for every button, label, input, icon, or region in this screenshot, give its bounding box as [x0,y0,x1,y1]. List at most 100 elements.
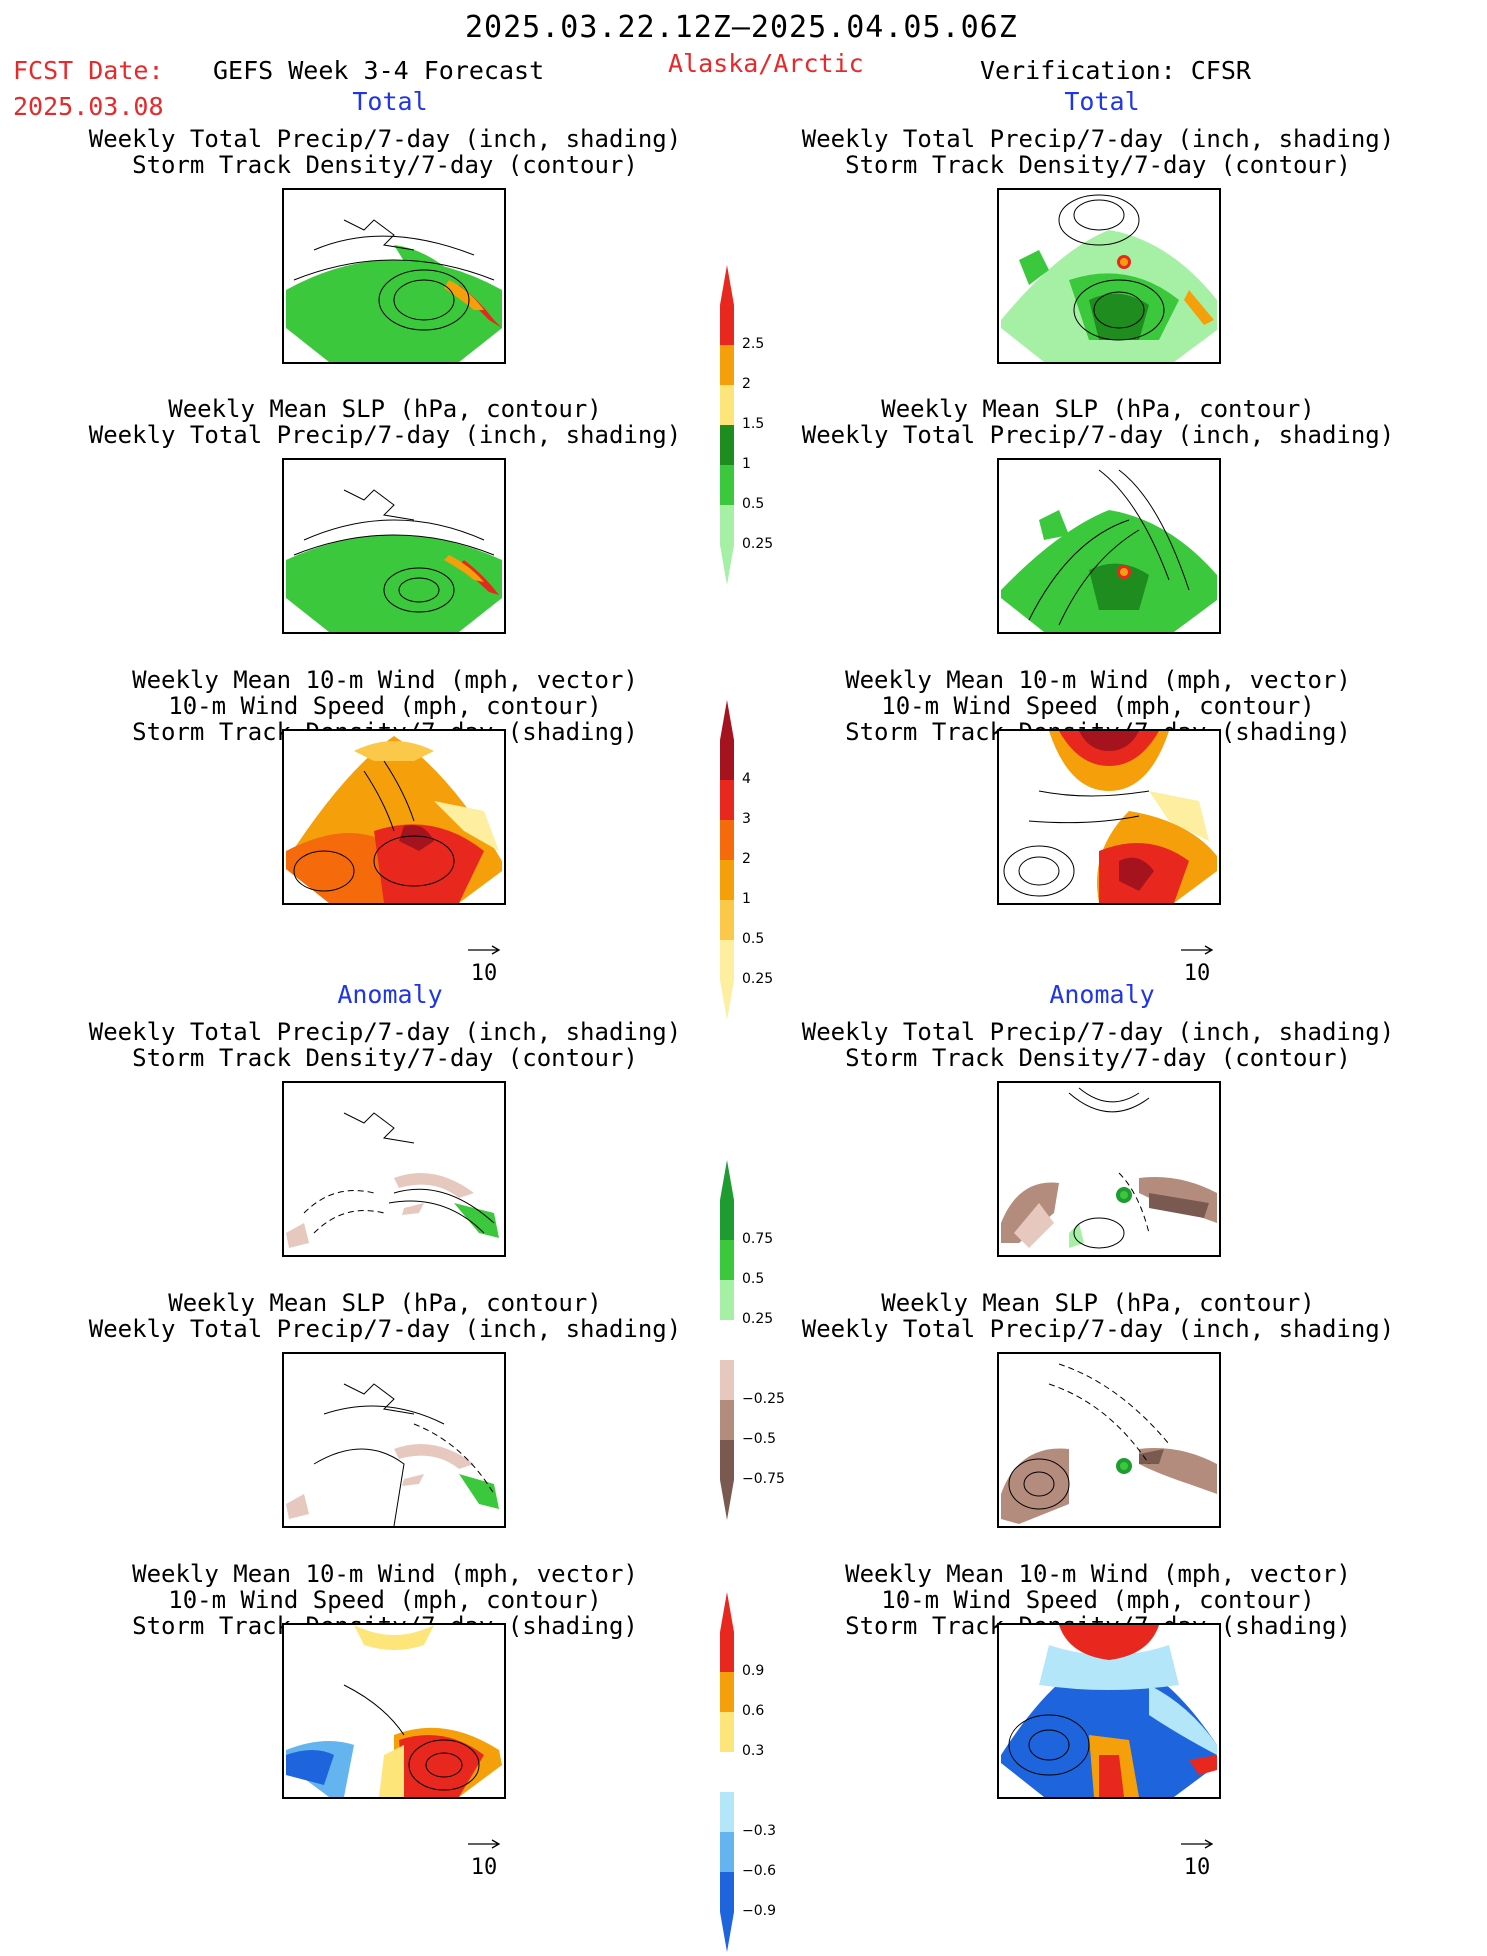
colorbar-label: 1 [742,891,751,907]
colorbar-precip-anom: 0.75 0.5 0.25 −0.25 −0.5 −0.75 [718,1160,785,1524]
vector-ref-label: 10 [1183,1855,1211,1880]
colorbar-label: 1 [742,456,751,472]
colorbar-label: 0.75 [742,1231,774,1247]
vector-ref-anom-left: 10 [459,1830,509,1880]
verification-label: Verification: CFSR [980,56,1251,85]
colorbar-label: 0.25 [742,536,774,552]
section-total-right: Total [1064,87,1140,116]
colorbar-swatch [720,1320,734,1360]
title-line: Storm Track Density/7-day (contour) [132,1044,638,1072]
map-total-precip-storm-left [282,188,506,364]
title-total-precip-storm-right: Weekly Total Precip/7-day (inch, shading… [773,126,1423,178]
colorbar-label: −0.75 [742,1471,785,1487]
colorbar-swatch [720,1400,734,1440]
title-line: Weekly Total Precip/7-day (inch, shading… [88,421,682,449]
colorbar-label: 2 [742,376,751,392]
title-line: Weekly Mean 10-m Wind (mph, vector) [845,666,1351,694]
colorbar-swatch [720,860,734,900]
colorbar-cap-top [720,700,734,740]
colorbar-label: 3 [742,811,751,827]
vector-ref-label: 10 [470,1855,498,1880]
map-total-wind-storm-left [282,729,506,905]
map-anom-precip-storm-left [282,1081,506,1257]
colorbar-label: −0.25 [742,1391,785,1407]
colorbar-swatch [720,1440,734,1480]
colorbar-label: 4 [742,771,751,787]
map-total-slp-precip-right [997,458,1221,634]
title-line: Weekly Mean 10-m Wind (mph, vector) [132,1560,638,1588]
arrow-right-icon [1181,1839,1214,1849]
colorbar-swatch [720,1672,734,1712]
section-anomaly-right: Anomaly [1049,980,1155,1009]
colorbar-swatch [720,305,734,345]
colorbar-swatch [720,1832,734,1872]
map-total-slp-precip-left [282,458,506,634]
colorbar-label: 0.25 [742,971,774,987]
title-line: Storm Track Density/7-day (contour) [845,1044,1351,1072]
date-range: 2025.03.22.12Z–2025.04.05.06Z [465,10,1018,45]
title-line: Storm Track Density/7-day (contour) [132,151,638,179]
colorbar-swatch [720,1200,734,1240]
colorbar-swatch [720,820,734,860]
colorbar-swatch [720,345,734,385]
colorbar-swatch [720,1240,734,1280]
title-anom-wind-storm-left: Weekly Mean 10-m Wind (mph, vector) 10-m… [60,1561,710,1639]
colorbar-swatch [720,1872,734,1912]
colorbar-swatch [720,900,734,940]
section-total-left: Total [352,87,428,116]
title-total-precip-storm-left: Weekly Total Precip/7-day (inch, shading… [60,126,710,178]
title-line: 10-m Wind Speed (mph, contour) [168,1586,602,1614]
fcst-date: 2025.03.08 [13,92,164,121]
colorbar-swatch [720,1712,734,1752]
arrow-right-icon [468,1839,501,1849]
map-anom-precip-storm-right [997,1081,1221,1257]
title-line: Weekly Mean SLP (hPa, contour) [168,395,602,423]
product-title: GEFS Week 3-4 Forecast [213,56,545,85]
colorbar-swatch [720,740,734,780]
title-anom-slp-precip-right: Weekly Mean SLP (hPa, contour) Weekly To… [773,1290,1423,1342]
title-total-wind-storm-left: Weekly Mean 10-m Wind (mph, vector) 10-m… [60,667,710,745]
title-line: Weekly Mean 10-m Wind (mph, vector) [845,1560,1351,1588]
title-line: Weekly Total Precip/7-day (inch, shading… [88,1315,682,1343]
title-line: Storm Track Density/7-day (contour) [845,151,1351,179]
title-line: 10-m Wind Speed (mph, contour) [881,1586,1315,1614]
region-title: Alaska/Arctic [668,49,864,78]
colorbar-label: 0.9 [742,1663,765,1679]
title-line: Weekly Mean SLP (hPa, contour) [881,1289,1315,1317]
colorbar-swatch [720,1360,734,1400]
colorbar-swatch [720,385,734,425]
colorbar-swatch [720,1752,734,1792]
colorbar-swatch [720,425,734,465]
title-line: Weekly Total Precip/7-day (inch, shading… [88,125,682,153]
colorbar-cap-bottom [720,1480,734,1520]
colorbar-label: 0.5 [742,1271,765,1287]
title-line: 10-m Wind Speed (mph, contour) [168,692,602,720]
arrow-right-icon [468,945,501,955]
title-line: Weekly Total Precip/7-day (inch, shading… [88,1018,682,1046]
title-line: Weekly Total Precip/7-day (inch, shading… [801,1315,1395,1343]
arrow-right-icon [1181,945,1214,955]
colorbar-swatch [720,465,734,505]
colorbar-swatch [720,1280,734,1320]
colorbar-swatch [720,1792,734,1832]
colorbar-label: 1.5 [742,416,765,432]
colorbar-graphic [720,265,734,585]
map-anom-slp-precip-left [282,1352,506,1528]
colorbar-label: 0.3 [742,1743,765,1759]
colorbar-swatch [720,940,734,980]
title-line: Weekly Total Precip/7-day (inch, shading… [801,1018,1395,1046]
colorbar-cap-top [720,1592,734,1632]
colorbar-precip-total: 2.5 2 1.5 1 0.5 0.25 [718,265,773,589]
colorbar-cap-top [720,1160,734,1200]
colorbar-label: −0.5 [742,1431,776,1447]
map-anom-slp-precip-right [997,1352,1221,1528]
colorbar-label: 0.25 [742,1311,774,1327]
colorbar-label: −0.3 [742,1823,776,1839]
vector-ref-total-left: 10 [459,936,509,986]
title-anom-precip-storm-left: Weekly Total Precip/7-day (inch, shading… [60,1019,710,1071]
section-anomaly-left: Anomaly [337,980,443,1009]
vector-ref-anom-right: 10 [1172,1830,1222,1880]
colorbar-graphic [720,1592,734,1952]
colorbar-swatch [720,505,734,545]
colorbar-swatch [720,780,734,820]
